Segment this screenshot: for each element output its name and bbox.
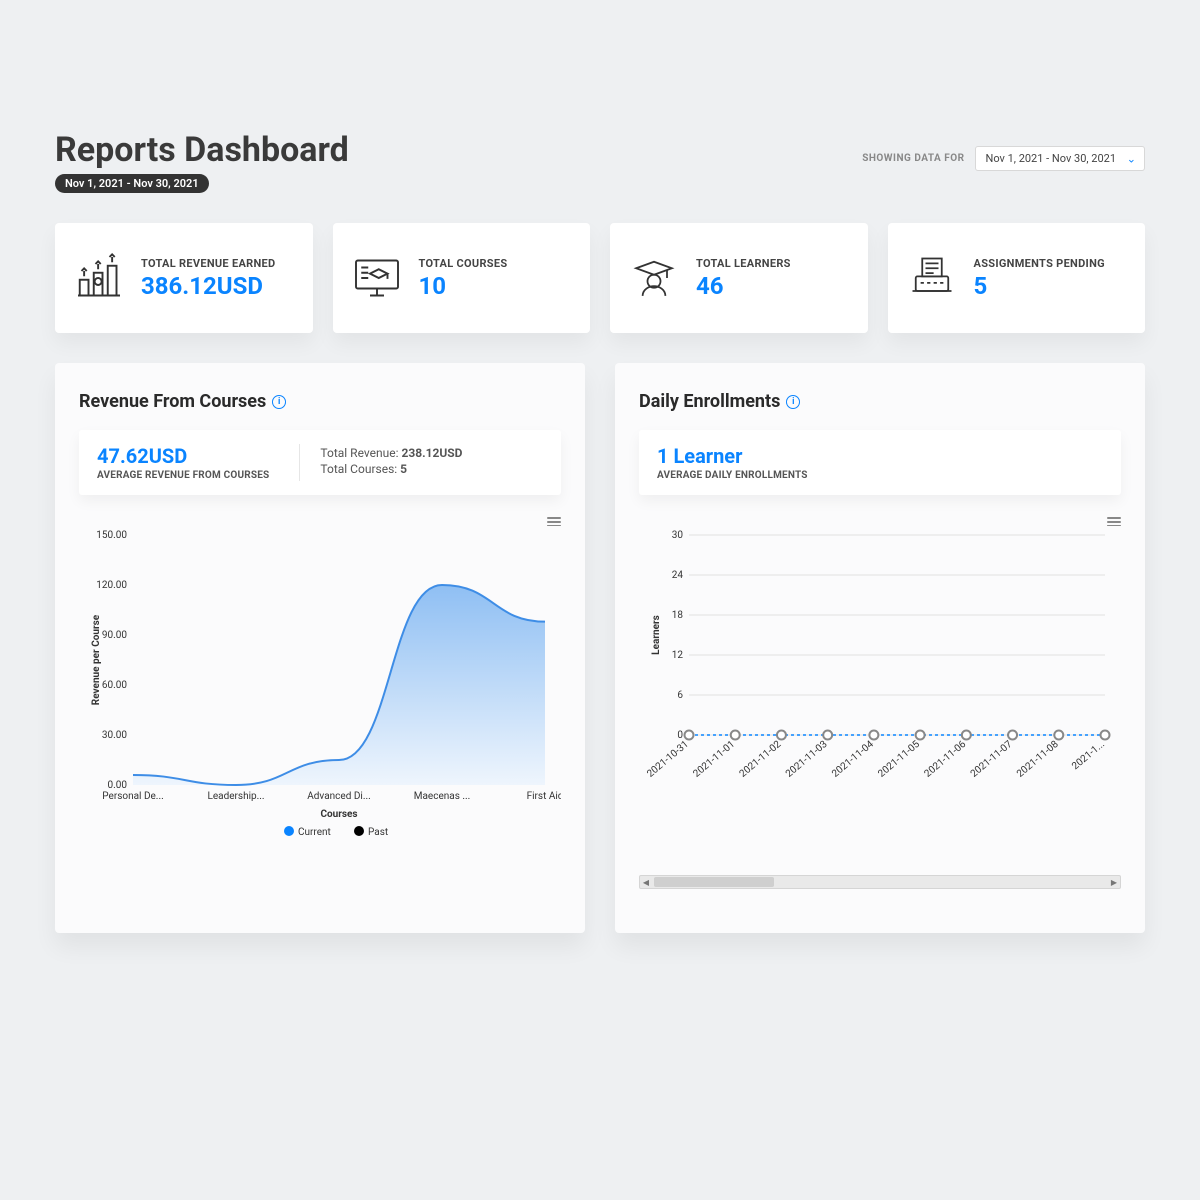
info-icon[interactable]: i [272, 395, 286, 409]
date-range-pill: Nov 1, 2021 - Nov 30, 2021 [55, 174, 209, 193]
scroll-right-icon[interactable]: ▶ [1108, 876, 1120, 888]
chart-title-text: Revenue From Courses [79, 391, 266, 412]
stat-value: 10 [419, 273, 508, 299]
chart-panels: Revenue From Courses i 47.62USD AVERAGE … [55, 363, 1145, 933]
svg-text:Courses: Courses [320, 809, 357, 820]
svg-text:2021-11-02: 2021-11-02 [738, 739, 784, 780]
svg-text:Past: Past [368, 827, 388, 838]
svg-text:2021-1...: 2021-1... [1070, 739, 1107, 772]
svg-text:First Aid: First Aid [527, 791, 561, 802]
header-row: Reports Dashboard Nov 1, 2021 - Nov 30, … [55, 130, 1145, 193]
stat-card-revenue[interactable]: TOTAL REVENUE EARNED 386.12USD [55, 223, 313, 333]
graduate-icon [626, 250, 682, 306]
revenue-plot-area: 0.00 30.00 60.00 90.00 120.00 150.00 Personal … [79, 525, 561, 845]
svg-text:Personal De...: Personal De... [102, 791, 163, 802]
scroll-thumb[interactable] [654, 877, 774, 887]
revenue-chart-card: Revenue From Courses i 47.62USD AVERAGE … [55, 363, 585, 933]
chart-title-text: Daily Enrollments [639, 391, 780, 412]
stat-card-courses[interactable]: TOTAL COURSES 10 [333, 223, 591, 333]
enroll-plot-area: 06121824302021-10-312021-11-012021-11-02… [639, 525, 1121, 845]
date-picker-block: SHOWING DATA FOR Nov 1, 2021 - Nov 30, 2… [862, 146, 1145, 171]
stat-card-assignments[interactable]: ASSIGNMENTS PENDING 5 [888, 223, 1146, 333]
svg-text:6: 6 [677, 690, 683, 701]
svg-text:30.00: 30.00 [102, 730, 127, 741]
stat-label: TOTAL REVENUE EARNED [141, 257, 275, 271]
info-icon[interactable]: i [786, 395, 800, 409]
summary-left: 47.62USD AVERAGE REVENUE FROM COURSES [97, 444, 269, 481]
stat-label: TOTAL LEARNERS [696, 257, 791, 271]
stat-label: TOTAL COURSES [419, 257, 508, 271]
total-courses-label: Total Courses: [320, 462, 397, 476]
scroll-left-icon[interactable]: ◀ [640, 876, 652, 888]
revenue-bars-icon [71, 250, 127, 306]
stat-value: 386.12USD [141, 273, 275, 299]
date-range-picker[interactable]: Nov 1, 2021 - Nov 30, 2021 ⌄ [975, 146, 1145, 171]
enroll-chart-svg: 06121824302021-10-312021-11-012021-11-02… [639, 525, 1121, 795]
date-picker-label: SHOWING DATA FOR [862, 153, 964, 164]
svg-text:150.00: 150.00 [96, 530, 127, 541]
revenue-summary: 47.62USD AVERAGE REVENUE FROM COURSES To… [79, 430, 561, 495]
svg-text:60.00: 60.00 [102, 680, 127, 691]
revenue-chart-svg: 0.00 30.00 60.00 90.00 120.00 150.00 Personal … [79, 525, 561, 845]
svg-text:2021-11-08: 2021-11-08 [1015, 739, 1061, 780]
stat-card-learners[interactable]: TOTAL LEARNERS 46 [610, 223, 868, 333]
svg-text:2021-11-07: 2021-11-07 [969, 739, 1015, 780]
summary-right: Total Revenue: 238.12USD Total Courses: … [299, 444, 462, 481]
svg-text:Leadership...: Leadership... [207, 791, 264, 802]
avg-revenue-value: 47.62USD [97, 444, 269, 468]
svg-text:12: 12 [672, 650, 684, 661]
chart-menu-icon[interactable] [1107, 515, 1121, 529]
chart-title: Daily Enrollments i [639, 391, 1121, 412]
svg-text:Advanced Di...: Advanced Di... [307, 791, 370, 802]
svg-text:2021-11-05: 2021-11-05 [876, 739, 922, 780]
svg-text:2021-11-06: 2021-11-06 [923, 739, 969, 780]
svg-text:2021-11-04: 2021-11-04 [830, 739, 876, 780]
svg-text:2021-10-31: 2021-10-31 [645, 739, 691, 780]
stat-label: ASSIGNMENTS PENDING [974, 257, 1105, 271]
title-block: Reports Dashboard Nov 1, 2021 - Nov 30, … [55, 130, 349, 193]
enrollments-summary: 1 Learner AVERAGE DAILY ENROLLMENTS [639, 430, 1121, 495]
svg-text:90.00: 90.00 [102, 630, 127, 641]
svg-text:18: 18 [672, 610, 684, 621]
monitor-course-icon [349, 250, 405, 306]
svg-text:2021-11-01: 2021-11-01 [691, 739, 737, 780]
date-picker-value: Nov 1, 2021 - Nov 30, 2021 [986, 152, 1116, 165]
stat-value: 46 [696, 273, 791, 299]
svg-text:24: 24 [672, 570, 684, 581]
total-revenue-label: Total Revenue: [320, 446, 398, 460]
chart-menu-icon[interactable] [547, 515, 561, 529]
summary-left: 1 Learner AVERAGE DAILY ENROLLMENTS [657, 444, 808, 481]
avg-enroll-label: AVERAGE DAILY ENROLLMENTS [657, 470, 808, 481]
stat-value: 5 [974, 273, 1105, 299]
enroll-scrollbar[interactable]: ◀ ▶ [639, 875, 1121, 889]
svg-text:2021-11-03: 2021-11-03 [784, 739, 830, 780]
page-title: Reports Dashboard [55, 130, 349, 170]
svg-text:0.00: 0.00 [108, 780, 128, 791]
svg-text:120.00: 120.00 [96, 580, 127, 591]
typewriter-icon [904, 250, 960, 306]
total-courses-value: 5 [400, 462, 407, 476]
svg-text:Current: Current [298, 827, 331, 838]
svg-text:Revenue per Course: Revenue per Course [91, 614, 102, 705]
avg-enroll-value: 1 Learner [657, 444, 808, 468]
svg-text:Maecenas ...: Maecenas ... [414, 791, 471, 802]
total-revenue-value: 238.12USD [401, 446, 462, 460]
enrollments-chart-card: Daily Enrollments i 1 Learner AVERAGE DA… [615, 363, 1145, 933]
avg-revenue-label: AVERAGE REVENUE FROM COURSES [97, 470, 269, 481]
stat-cards: TOTAL REVENUE EARNED 386.12USD TOTAL COU… [55, 223, 1145, 333]
svg-text:Learners: Learners [651, 615, 662, 655]
chart-title: Revenue From Courses i [79, 391, 561, 412]
svg-text:30: 30 [672, 530, 684, 541]
chevron-down-icon: ⌄ [1127, 152, 1136, 165]
